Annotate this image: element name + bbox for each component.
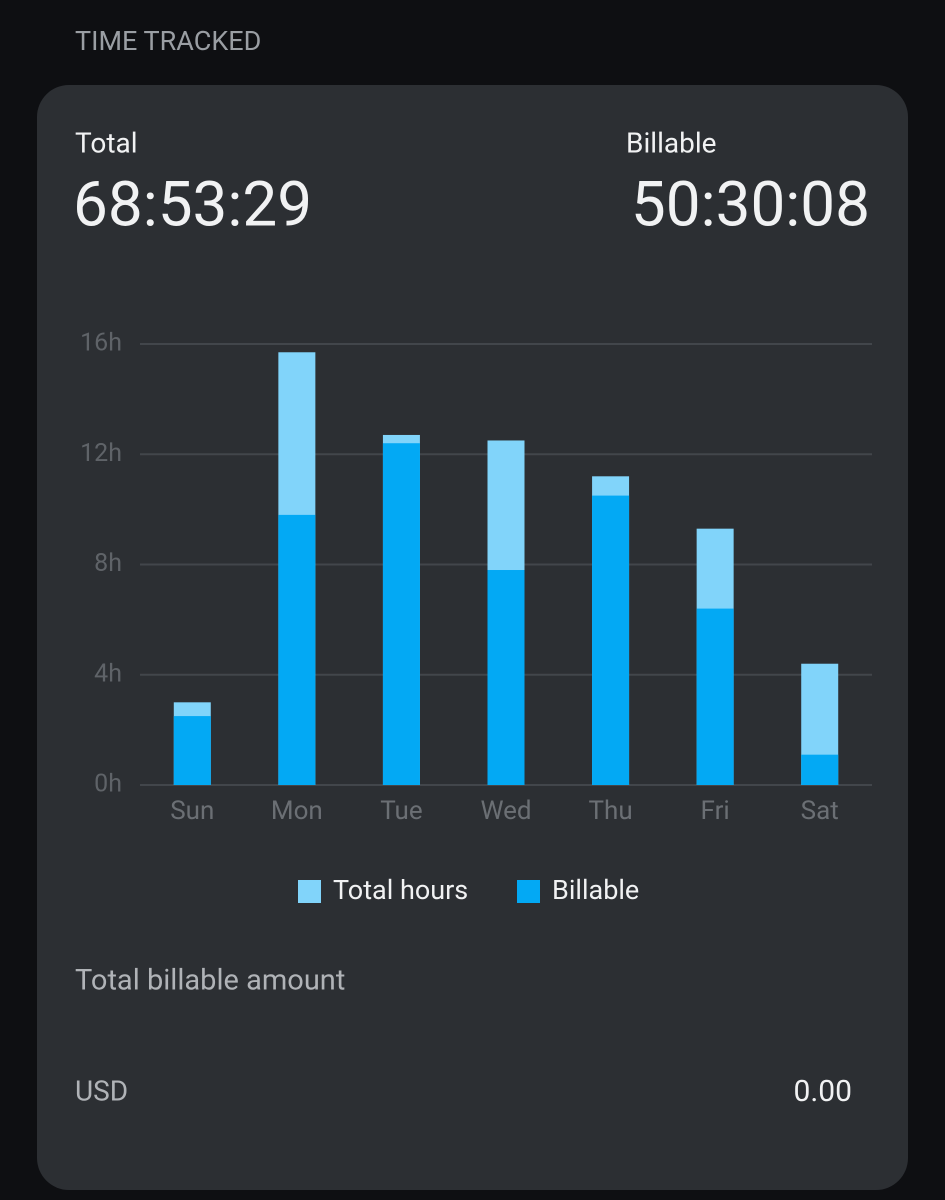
x-tick-label: Thu <box>588 796 632 826</box>
amount: 0.00 <box>794 1074 853 1109</box>
bar <box>487 570 525 785</box>
bar <box>173 716 211 785</box>
legend-label: Total hours <box>333 874 468 906</box>
y-tick-label: 8h <box>94 549 122 578</box>
total-label: Total <box>75 126 138 159</box>
bar <box>382 443 420 785</box>
legend-label: Billable <box>552 874 639 906</box>
total-value: 68:53:29 <box>73 168 312 241</box>
billable-label: Billable <box>626 126 716 159</box>
currency: USD <box>75 1074 128 1107</box>
bar <box>278 514 316 785</box>
x-tick-label: Sun <box>170 796 214 826</box>
y-tick-label: 0h <box>94 770 122 799</box>
card <box>37 85 908 1190</box>
y-tick-label: 4h <box>94 659 122 688</box>
x-tick-label: Tue <box>380 796 422 826</box>
bar <box>592 495 630 785</box>
amount-title: Total billable amount <box>75 964 345 998</box>
chart: 0h 4h 8h 12h 16h Sun Mon Tue Wed Thu Fri Sat Total h… <box>80 329 872 906</box>
x-tick-label: Fri <box>701 796 730 826</box>
x-tick-label: Sat <box>801 796 839 826</box>
section-title: TIME TRACKED <box>75 25 261 57</box>
legend-swatch <box>517 880 540 903</box>
legend-swatch <box>298 880 321 903</box>
bar <box>696 608 734 785</box>
billable-value: 50:30:08 <box>631 168 870 241</box>
y-tick-label: 16h <box>80 329 122 358</box>
bar <box>801 754 839 785</box>
y-tick-label: 12h <box>80 439 122 468</box>
x-tick-label: Wed <box>480 796 531 826</box>
x-tick-label: Mon <box>271 796 323 826</box>
